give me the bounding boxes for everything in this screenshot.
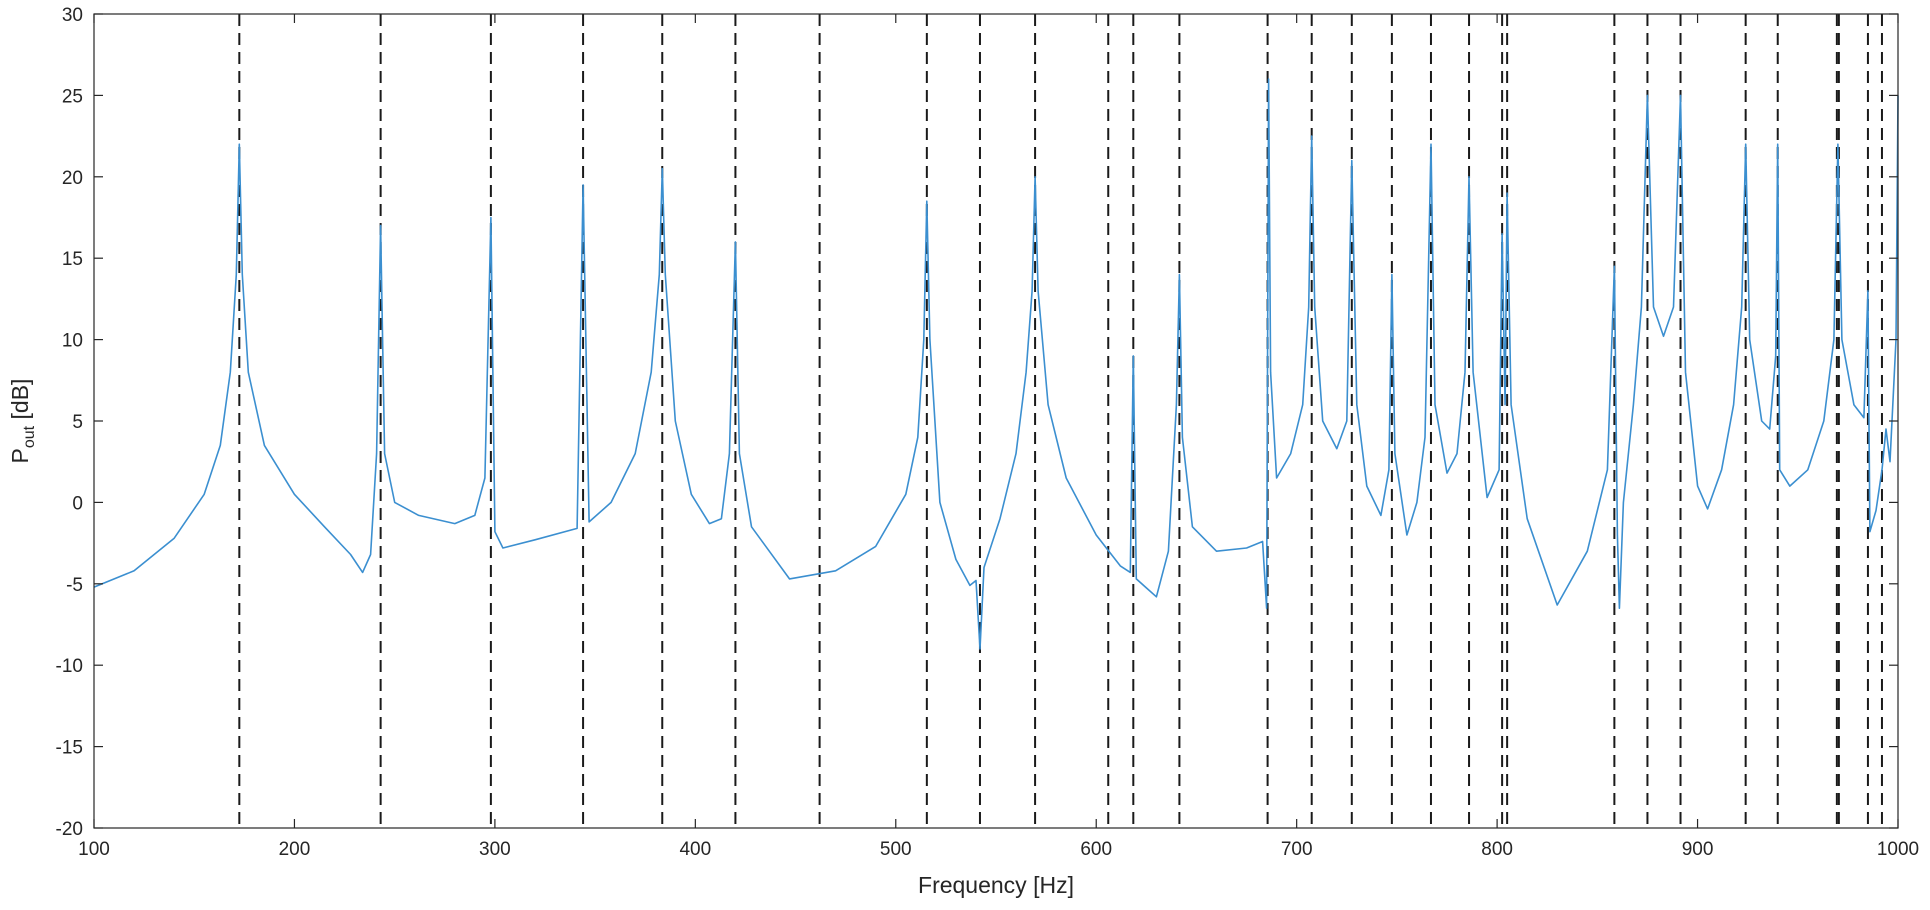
x-tick-label: 800 (1481, 839, 1513, 860)
mode-frequency-lines (238, 14, 1883, 828)
x-tick-label: 900 (1682, 839, 1714, 860)
x-tick-label: 100 (78, 839, 110, 860)
x-tick-label: 200 (279, 839, 311, 860)
plot-area-frame (93, 13, 1899, 829)
x-tick-label: 1000 (1877, 839, 1919, 860)
x-tick-label: 600 (1080, 839, 1112, 860)
y-tick-label: -5 (66, 575, 83, 596)
y-axis-ticks: -20 -15 -10 -5 0 5 10 15 20 25 30 (56, 5, 1898, 840)
y-tick-label: 20 (62, 168, 83, 189)
x-axis-ticks: 100 200 300 400 500 600 700 800 900 1000 (78, 14, 1919, 860)
y-tick-label: 0 (72, 493, 83, 514)
series-line-0 (93, 78, 1899, 650)
y-tick-label: 25 (62, 86, 83, 107)
x-tick-label: 400 (679, 839, 711, 860)
y-tick-label: -20 (56, 819, 83, 840)
y-tick-label: -15 (56, 738, 83, 759)
response-series (93, 78, 1899, 650)
y-tick-label: 15 (62, 249, 83, 270)
y-tick-label: 5 (72, 412, 83, 433)
x-axis-label: Frequency [Hz] (918, 872, 1074, 898)
y-tick-label: -10 (56, 656, 83, 677)
x-tick-label: 500 (880, 839, 912, 860)
y-axis-label-unit: [dB] (7, 379, 33, 426)
y-axis-label-main: P (7, 448, 33, 463)
y-axis-label: Pout [dB] (7, 379, 38, 464)
y-tick-label: 10 (62, 331, 83, 352)
x-tick-label: 300 (479, 839, 511, 860)
x-tick-label: 700 (1281, 839, 1313, 860)
y-tick-label: 30 (62, 5, 83, 26)
y-axis-label-subscript: out (21, 425, 38, 448)
